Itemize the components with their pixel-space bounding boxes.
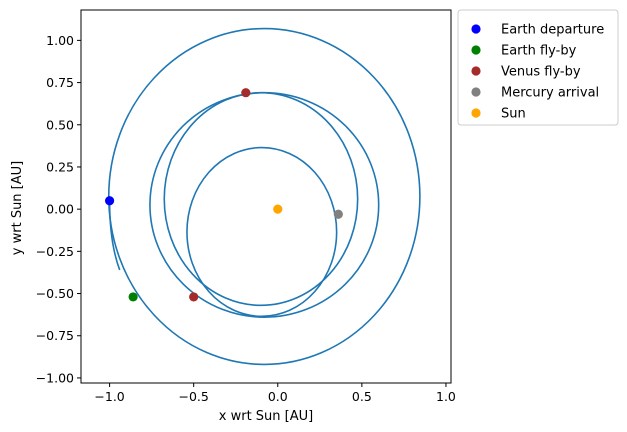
earth-departure-point [104, 196, 115, 206]
y-tick-label: 1.00 [46, 33, 74, 48]
legend-box [457, 9, 619, 126]
trajectory-loop [107, 27, 421, 366]
y-tick-label: 0.75 [46, 75, 74, 90]
trajectory-segment [108, 200, 121, 271]
plot-layer [104, 27, 421, 366]
plot-area [104, 27, 421, 366]
x-axis-label: x wrt Sun [AU] [219, 409, 313, 424]
trajectory-loop [149, 91, 380, 318]
earth-fly-by-point [128, 292, 138, 302]
legend: Earth departure Earth fly-by Venus fly-by M… [457, 9, 619, 126]
y-tick-label: 0.25 [46, 159, 74, 174]
x-tick-label: 0.0 [268, 389, 288, 404]
y-tick-label: −1.00 [36, 370, 74, 385]
legend-marker-sun [471, 108, 481, 118]
legend-label-mercury-arrival: Mercury arrival [501, 86, 599, 101]
y-tick-label: −0.25 [36, 244, 74, 259]
trajectory-loop [163, 91, 359, 307]
y-tick-label: 0.50 [46, 117, 74, 132]
legend-label-sun: Sun [501, 107, 526, 122]
legend-marker-venus-fly-by [471, 66, 481, 76]
x-tick-label: 1.0 [436, 389, 456, 404]
trajectory-loop [186, 146, 338, 318]
axes-layer: −1.0 −0.5 0.0 0.5 1.0 −1.00 −0.75 −0.50 −0.25 0.0… [36, 9, 456, 404]
plot-frame [80, 9, 452, 384]
y-tick-label: −0.50 [36, 286, 74, 301]
legend-label-venus-fly-by: Venus fly-by [501, 65, 581, 80]
venus-fly-by-point [241, 88, 251, 98]
legend-label-earth-departure: Earth departure [501, 23, 604, 38]
legend-marker-mercury-arrival [471, 87, 481, 97]
legend-marker-earth-departure [471, 24, 481, 34]
y-tick-label: 0.00 [46, 202, 74, 217]
x-tick-label: 0.5 [352, 389, 372, 404]
y-tick-label: −0.75 [36, 328, 74, 343]
legend-label-earth-fly-by: Earth fly-by [501, 44, 577, 59]
sun-point [273, 204, 283, 214]
x-tick-label: −0.5 [179, 389, 209, 404]
y-axis-label: y wrt Sun [AU] [10, 161, 25, 255]
x-tick-label: −1.0 [94, 389, 124, 404]
mercury-arrival-point [333, 209, 343, 219]
venus-fly-by-point [189, 292, 199, 302]
legend-marker-earth-fly-by [471, 45, 481, 55]
